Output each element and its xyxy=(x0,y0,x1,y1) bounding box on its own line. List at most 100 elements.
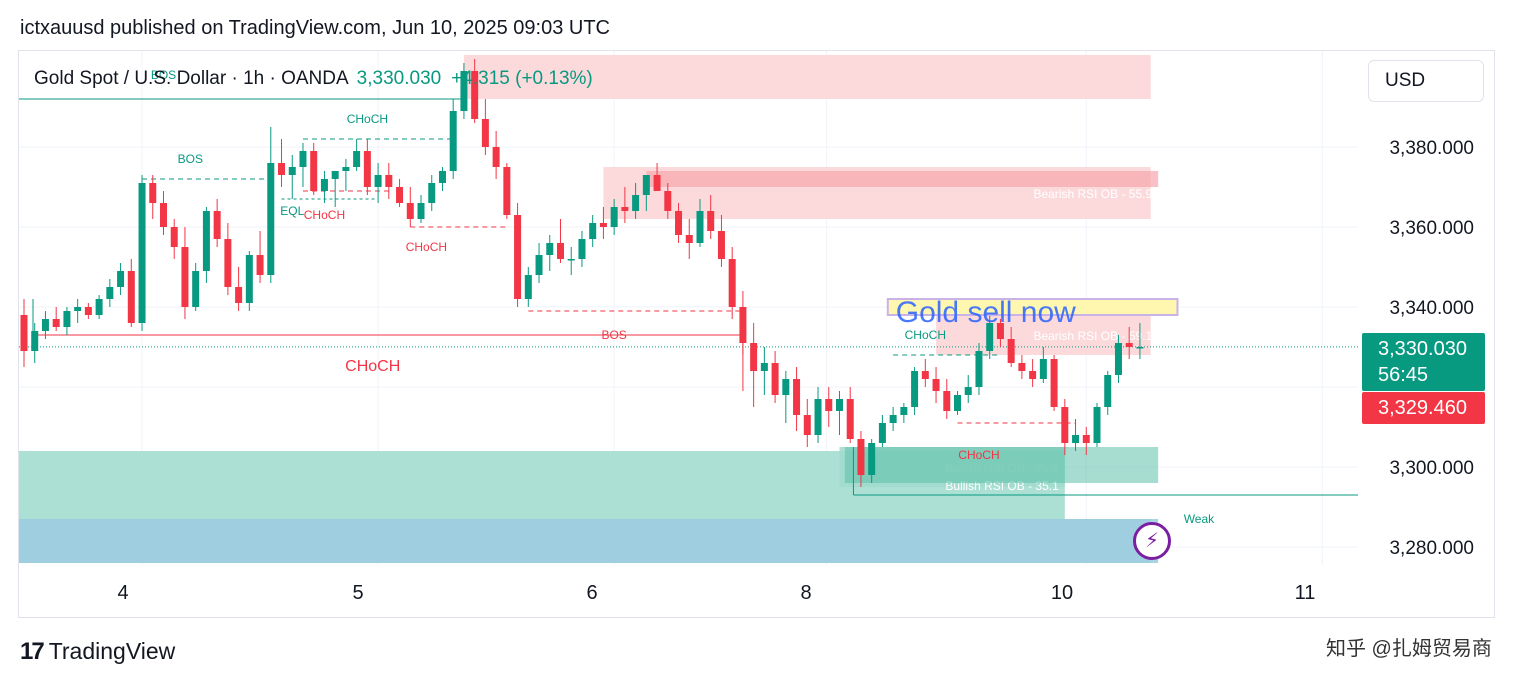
candle-body xyxy=(621,207,629,211)
candle-body xyxy=(20,315,28,351)
bar-countdown: 56:45 xyxy=(1378,364,1429,386)
candle-body xyxy=(320,179,328,191)
currency-button[interactable]: USD xyxy=(1368,60,1484,102)
structure-label: CHoCH xyxy=(406,240,447,254)
candle-body xyxy=(911,371,919,407)
candle-body xyxy=(481,119,489,147)
candle-body xyxy=(331,171,339,179)
zone-bearish-core xyxy=(646,171,1159,187)
candle-body xyxy=(835,399,843,411)
candle-body xyxy=(428,183,436,203)
candle-body xyxy=(632,195,640,211)
current-price-tag: 3,330.030 56:45 xyxy=(1362,333,1485,391)
candle-body xyxy=(996,323,1004,339)
candle-body xyxy=(750,343,758,371)
candle-body xyxy=(932,379,940,391)
candle-body xyxy=(717,231,725,259)
candle-body xyxy=(503,167,511,215)
structure-label: BOS xyxy=(151,68,176,82)
bid-price-tag: 3,329.460 xyxy=(1362,392,1485,424)
legend-change: +4.315 (+0.13%) xyxy=(451,68,593,89)
candle-body xyxy=(159,203,167,227)
candle-body xyxy=(1029,371,1037,379)
symbol-name: Gold Spot / U.S. Dollar · 1h · OANDA xyxy=(34,68,349,89)
candle-body xyxy=(1082,435,1090,443)
candle-body xyxy=(492,147,500,167)
published-line: ictxauusd published on TradingView.com, … xyxy=(20,17,610,39)
time-tick-label: 8 xyxy=(800,582,811,604)
current-price: 3,330.030 xyxy=(1378,338,1467,360)
candle-body xyxy=(170,227,178,247)
candle-body xyxy=(1007,339,1015,363)
candle-body xyxy=(610,207,618,227)
structure-label: Weak xyxy=(1184,512,1215,526)
candle-body xyxy=(954,395,962,411)
candle-body xyxy=(460,71,468,111)
candle-body xyxy=(578,239,586,259)
structure-label: CHoCH xyxy=(304,208,345,222)
candle-body xyxy=(943,391,951,411)
candle-body xyxy=(438,171,446,183)
candle-body xyxy=(74,307,82,311)
candle-body xyxy=(63,311,71,327)
structure-label: BOS xyxy=(178,152,203,166)
candle-body xyxy=(449,111,457,171)
zone-bullish-core xyxy=(844,447,1159,483)
candle-body xyxy=(782,379,790,395)
lightning-icon[interactable]: ⚡ xyxy=(1133,522,1171,560)
candle-body xyxy=(771,363,779,395)
candle-body xyxy=(524,275,532,299)
candle-body xyxy=(696,211,704,243)
time-tick-label: 10 xyxy=(1051,582,1073,604)
candle-body xyxy=(245,255,253,303)
structure-lines xyxy=(19,98,1358,496)
price-tick-label: 3,280.000 xyxy=(1389,538,1474,559)
candle-body xyxy=(664,191,672,211)
price-tick-label: 3,380.000 xyxy=(1389,138,1474,159)
structure-label: CHoCH xyxy=(905,328,946,342)
candle-body xyxy=(1104,375,1112,407)
candle-body xyxy=(84,307,92,315)
candle-body xyxy=(878,423,886,443)
zone-bearish xyxy=(463,55,1151,99)
candles xyxy=(20,59,1144,487)
brand-text: TradingView xyxy=(48,638,176,664)
zone-label: Bearish RSI OB - 55.9 xyxy=(1033,187,1152,201)
candle-body xyxy=(106,287,114,299)
legend-price: 3,330.030 xyxy=(356,68,442,89)
candle-body xyxy=(975,351,983,387)
time-tick-label: 5 xyxy=(352,582,363,604)
candle-body xyxy=(1039,359,1047,379)
structure-label: CHoCH xyxy=(345,358,400,375)
candle-body xyxy=(1061,407,1069,443)
price-tick-label: 3,300.000 xyxy=(1389,458,1474,479)
candle-body xyxy=(535,255,543,275)
candle-body xyxy=(685,235,693,243)
candle-body xyxy=(31,331,39,351)
candle-body xyxy=(1018,363,1026,371)
highlight-box xyxy=(886,298,1179,316)
candle-body xyxy=(1136,347,1144,349)
candle-body xyxy=(374,175,382,187)
price-tick-label: 3,340.000 xyxy=(1389,298,1474,319)
tradingview-logo[interactable]: 17 TradingView xyxy=(20,638,175,666)
candle-body xyxy=(181,247,189,307)
candle-body xyxy=(385,175,393,187)
annotation-text: Gold sell now xyxy=(896,296,1076,329)
tv-logo-icon: 17 xyxy=(20,638,45,665)
candle-body xyxy=(739,307,747,343)
candle-body xyxy=(95,299,103,315)
candle-body xyxy=(235,287,243,303)
candle-body xyxy=(589,223,597,239)
candle-body xyxy=(1072,435,1080,443)
candle-body xyxy=(675,211,683,235)
candle-body xyxy=(1093,407,1101,443)
candle-body xyxy=(417,203,425,219)
candle-body xyxy=(557,243,564,259)
candle-body xyxy=(406,203,414,219)
candle-body xyxy=(803,415,811,435)
candle-body xyxy=(846,399,854,439)
candle-body xyxy=(117,271,125,287)
